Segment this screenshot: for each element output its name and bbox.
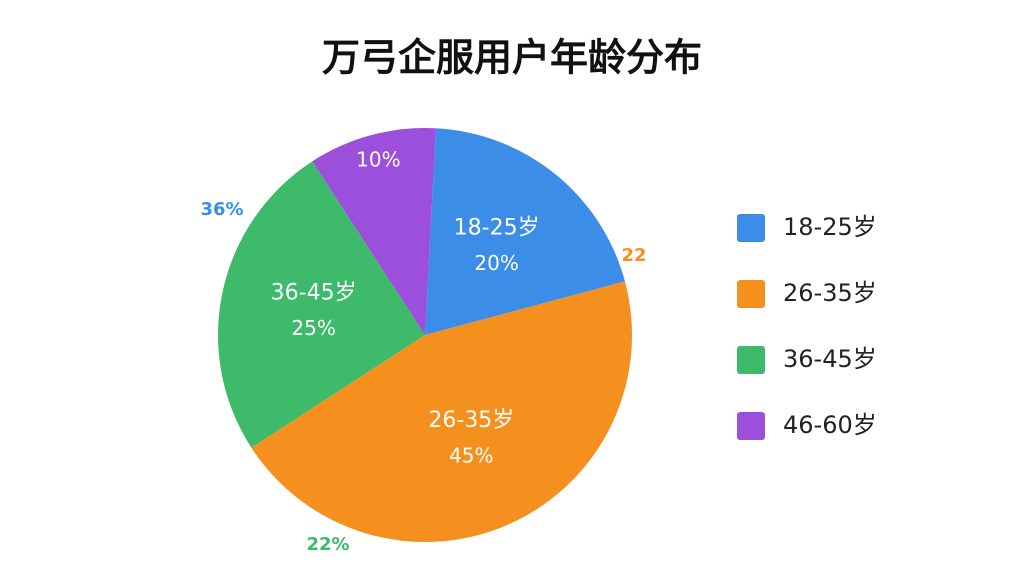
annotation: 22 [621,245,646,266]
pie-slice [425,128,625,335]
legend-label: 46-60岁 [783,411,877,439]
legend-label: 36-45岁 [783,345,877,373]
legend-swatch [737,412,765,440]
slice-value-label: 10% [356,148,400,172]
chart-title: 万弓企服用户年龄分布 [322,36,702,80]
legend-swatch [737,280,765,308]
pie-slice [218,161,425,448]
slice-category-label: 36-45岁 [271,280,357,305]
legend-swatch [737,214,765,242]
slice-value-label: 25% [291,316,335,340]
legend-label: 26-35岁 [783,279,877,307]
slice-category-label: 26-35岁 [428,408,514,433]
slice-value-label: 20% [474,251,518,275]
slice-category-label: 18-25岁 [454,216,540,241]
pie-slice [251,281,632,542]
legend-swatch [737,346,765,374]
annotation: 22% [306,534,349,555]
legend-label: 18-25岁 [783,213,877,241]
annotation: 36% [200,199,243,220]
slice-value-label: 45% [449,444,493,468]
pie-slice [312,128,436,335]
